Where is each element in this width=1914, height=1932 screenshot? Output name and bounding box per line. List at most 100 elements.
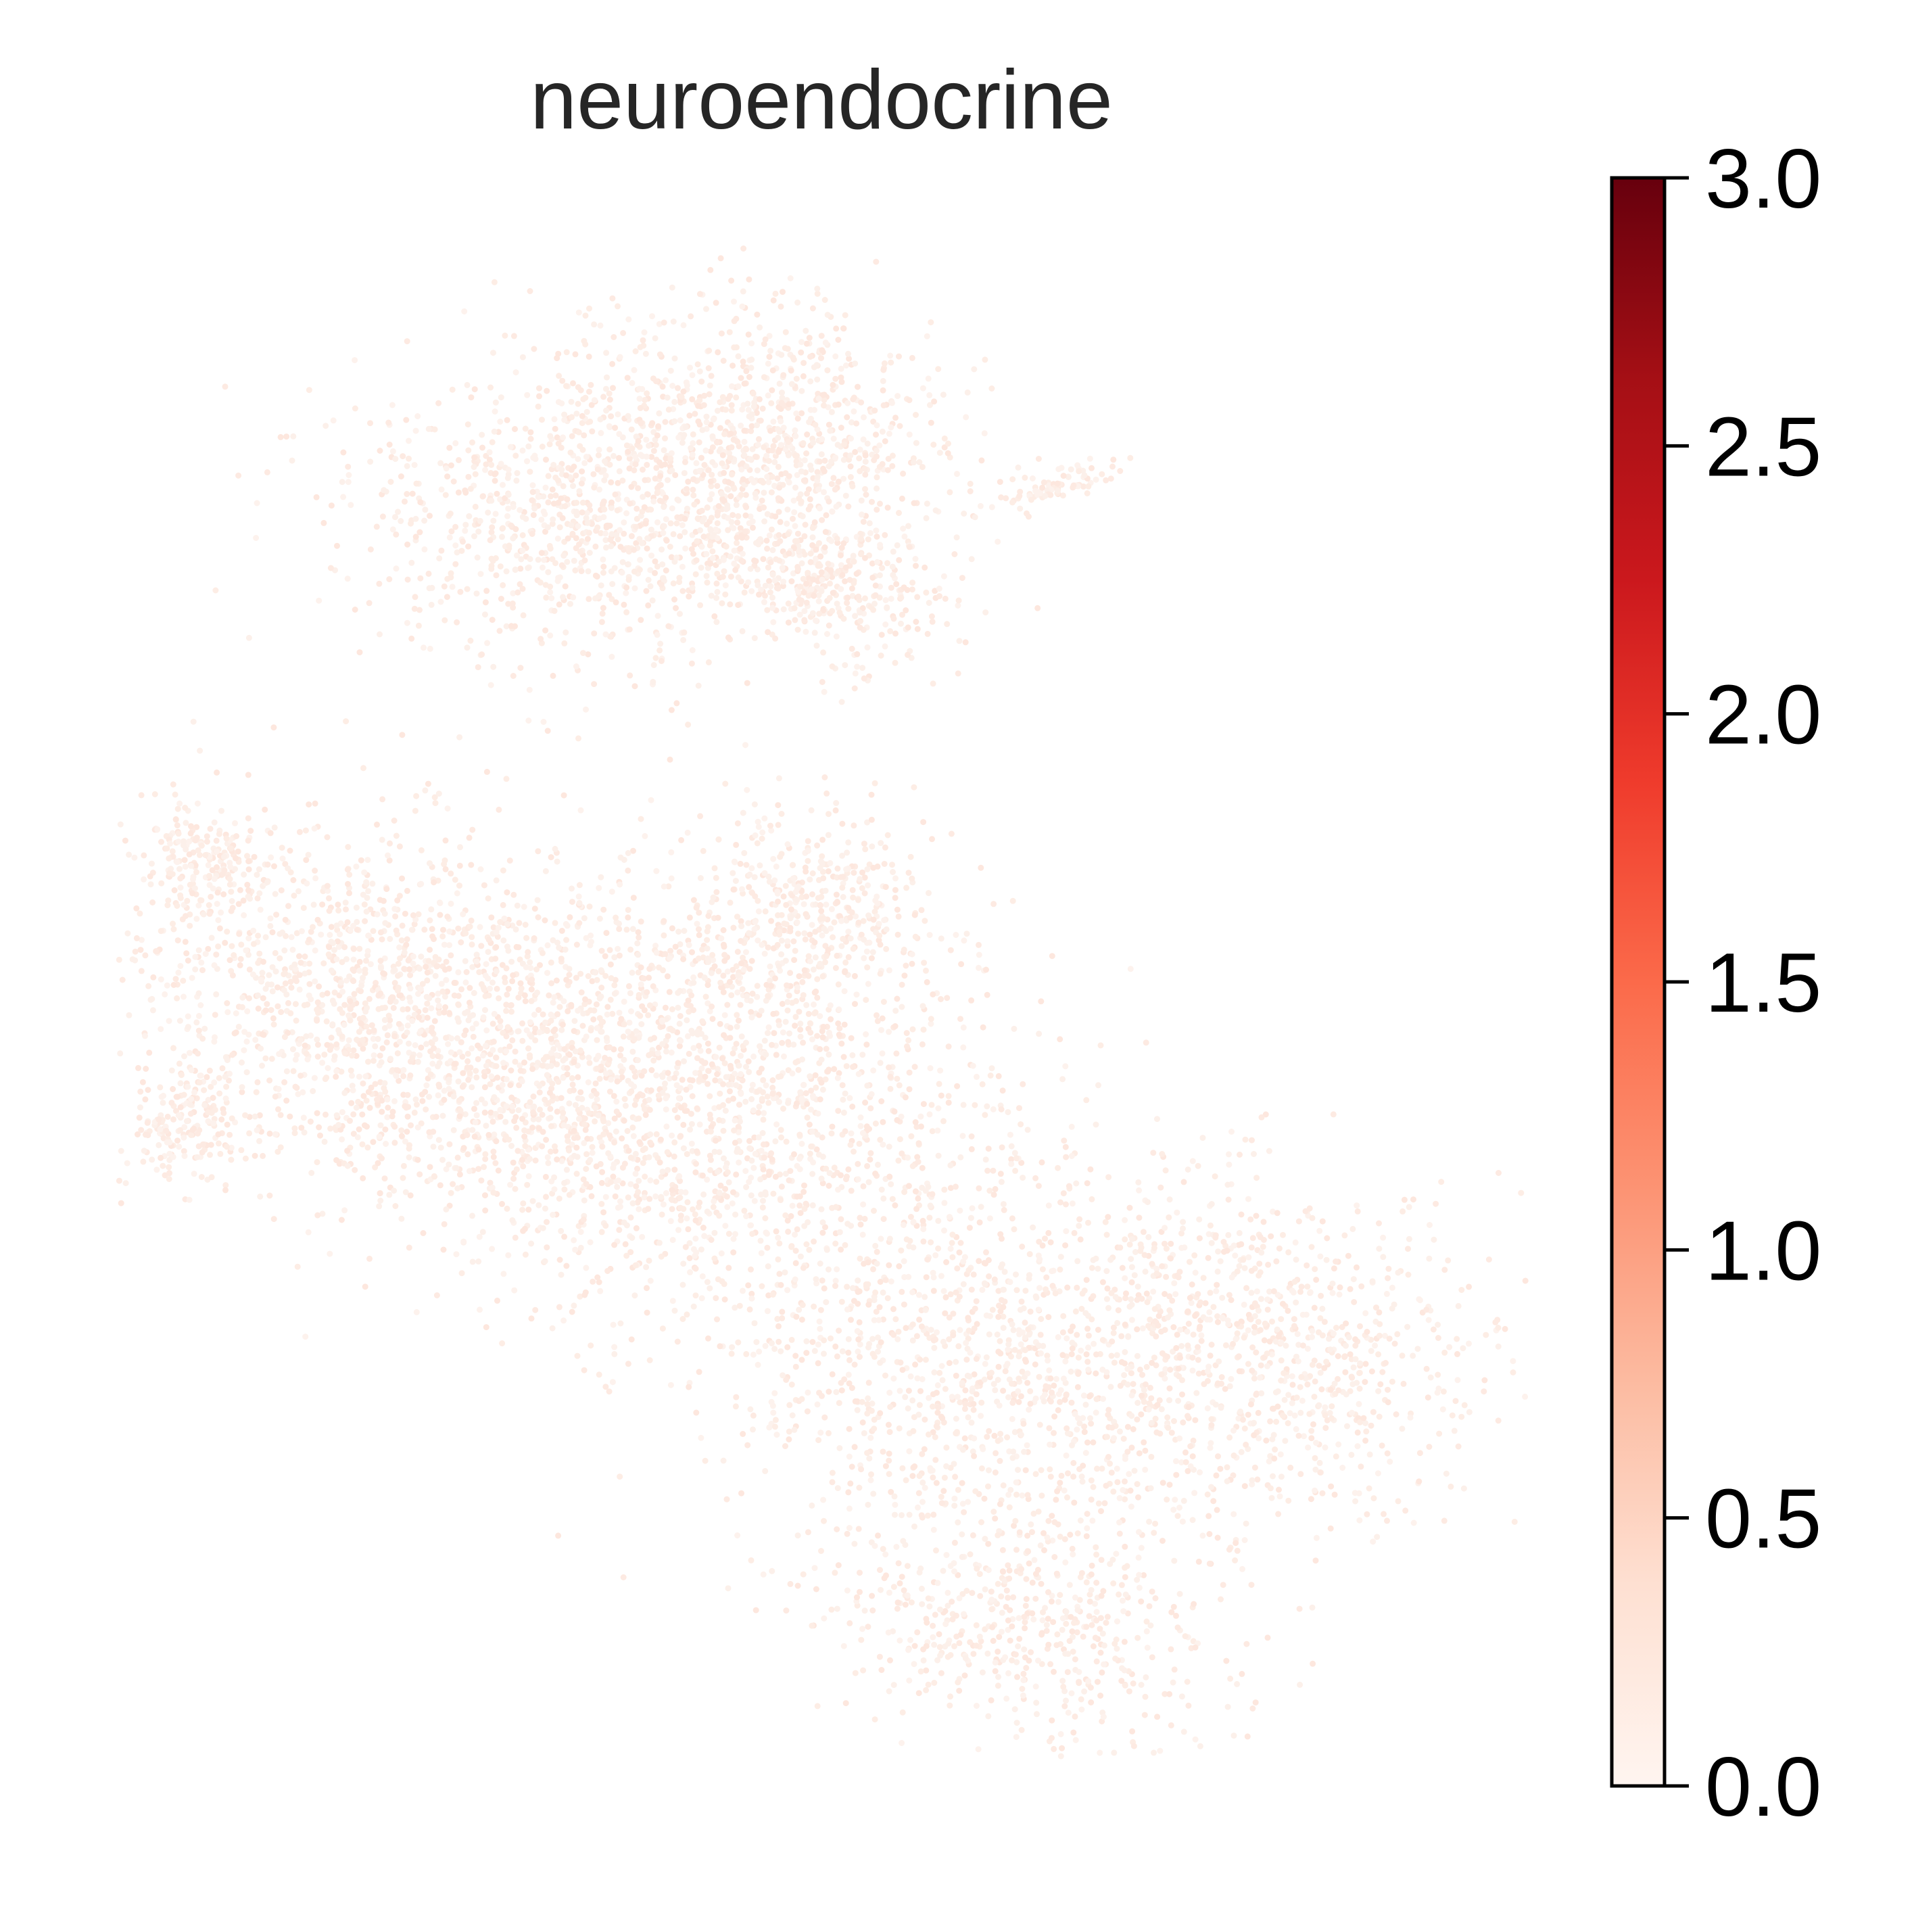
scatter-point	[800, 1039, 807, 1046]
scatter-point	[431, 1018, 438, 1024]
scatter-point	[727, 553, 734, 560]
scatter-point	[627, 1154, 634, 1161]
scatter-point	[164, 982, 170, 989]
scatter-point	[366, 1104, 373, 1111]
scatter-point	[804, 1114, 811, 1121]
scatter-point	[679, 522, 686, 529]
scatter-point	[471, 386, 478, 393]
scatter-point	[133, 905, 140, 912]
scatter-point	[838, 544, 845, 551]
scatter-point	[552, 845, 558, 852]
scatter-point	[529, 1198, 536, 1204]
scatter-point	[253, 1089, 260, 1095]
scatter-point	[941, 435, 948, 442]
scatter-point	[660, 575, 667, 582]
scatter-point	[871, 407, 878, 414]
scatter-point	[402, 1189, 409, 1196]
scatter-point	[815, 598, 822, 605]
scatter-point	[857, 551, 864, 557]
scatter-point	[435, 990, 441, 997]
scatter-point	[368, 1022, 375, 1029]
scatter-point	[594, 1274, 601, 1281]
scatter-point	[599, 610, 606, 617]
scatter-point	[819, 679, 826, 685]
scatter-point	[832, 454, 839, 461]
scatter-point	[348, 502, 354, 509]
scatter-point	[685, 1226, 692, 1233]
scatter-point	[548, 980, 555, 987]
scatter-point	[519, 1156, 525, 1163]
scatter-point	[523, 935, 530, 941]
scatter-point	[517, 1062, 523, 1068]
scatter-point	[350, 1111, 357, 1118]
scatter-point	[331, 1053, 338, 1060]
scatter-point	[212, 1012, 218, 1018]
scatter-point	[383, 1039, 390, 1045]
scatter-point	[443, 976, 450, 983]
scatter-point	[905, 624, 911, 631]
scatter-point	[1070, 482, 1077, 489]
scatter-point	[747, 513, 754, 520]
scatter-point	[577, 1089, 584, 1095]
scatter-point	[730, 1249, 737, 1256]
scatter-point	[1022, 474, 1028, 481]
scatter-point	[768, 526, 775, 533]
scatter-point	[554, 1108, 560, 1115]
scatter-point	[493, 1063, 500, 1070]
scatter-point	[464, 1064, 471, 1071]
scatter-point	[692, 571, 699, 578]
scatter-point	[669, 925, 675, 932]
scatter-point	[454, 1154, 461, 1161]
scatter-point	[826, 463, 832, 469]
scatter-point	[211, 962, 218, 968]
scatter-point	[277, 433, 284, 440]
scatter-point	[362, 1122, 368, 1129]
scatter-point	[849, 483, 856, 490]
scatter-point	[1011, 1025, 1018, 1032]
scatter-point	[847, 474, 854, 480]
scatter-point	[636, 1115, 642, 1122]
scatter-point	[449, 584, 456, 590]
scatter-point	[385, 1104, 391, 1111]
scatter-point	[631, 568, 638, 575]
scatter-point	[139, 1079, 146, 1085]
scatter-point	[803, 327, 809, 334]
scatter-point	[363, 1023, 370, 1030]
scatter-point	[302, 970, 308, 977]
scatter-point	[343, 718, 350, 725]
scatter-point	[617, 1198, 623, 1205]
scatter-point	[170, 982, 177, 988]
scatter-point	[413, 793, 420, 799]
scatter-point	[318, 931, 325, 938]
scatter-point	[794, 530, 801, 537]
scatter-point	[320, 519, 327, 526]
scatter-point	[464, 586, 471, 592]
scatter-point	[269, 988, 276, 995]
scatter-point	[889, 1196, 896, 1202]
scatter-point	[442, 866, 449, 872]
scatter-point	[561, 1186, 568, 1193]
scatter-point	[314, 1212, 321, 1219]
scatter-point	[840, 475, 847, 482]
scatter-point	[656, 410, 663, 417]
scatter-point	[294, 1263, 301, 1270]
scatter-point	[671, 418, 678, 425]
scatter-point	[539, 1112, 546, 1118]
scatter-point	[536, 1083, 543, 1089]
scatter-point	[396, 843, 403, 850]
scatter-point	[471, 454, 478, 461]
scatter-point	[416, 965, 423, 972]
scatter-point	[473, 1068, 479, 1074]
scatter-point	[260, 1031, 267, 1038]
scatter-point	[239, 994, 246, 1001]
scatter-point	[809, 610, 816, 617]
scatter-point	[477, 866, 484, 872]
scatter-point	[345, 844, 352, 850]
scatter-point	[792, 617, 798, 623]
scatter-point	[656, 321, 663, 327]
scatter-point	[456, 882, 462, 889]
scatter-point	[546, 542, 553, 549]
scatter-point	[528, 986, 535, 993]
scatter-point	[608, 568, 615, 575]
scatter-point	[800, 360, 807, 367]
